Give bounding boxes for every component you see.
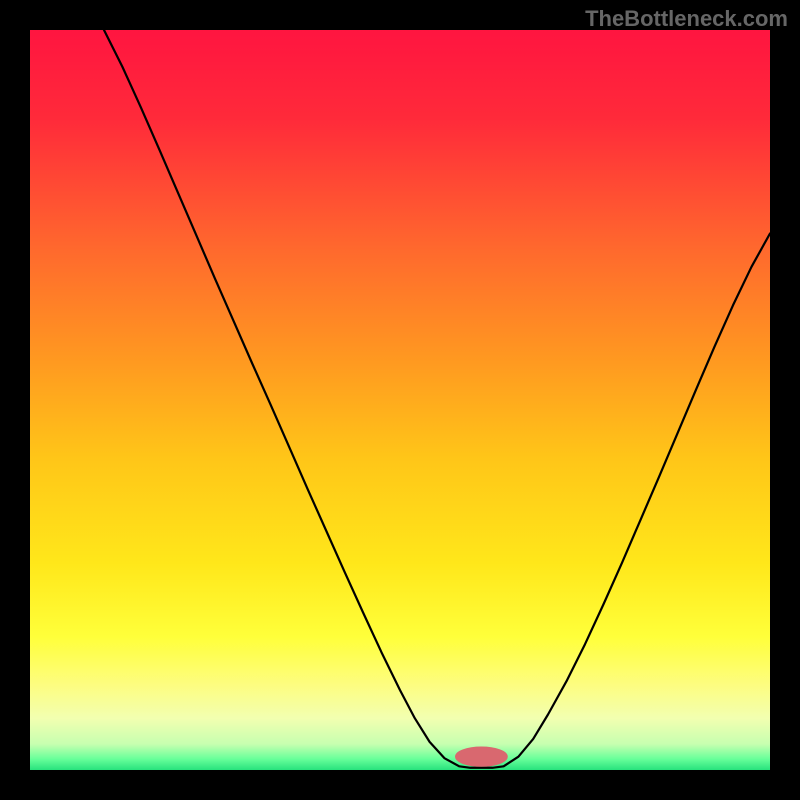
optimal-marker [456,747,508,766]
bottleneck-chart: TheBottleneck.com [0,0,800,800]
chart-svg [0,0,800,800]
watermark-text: TheBottleneck.com [585,6,788,32]
gradient-background [30,30,770,770]
